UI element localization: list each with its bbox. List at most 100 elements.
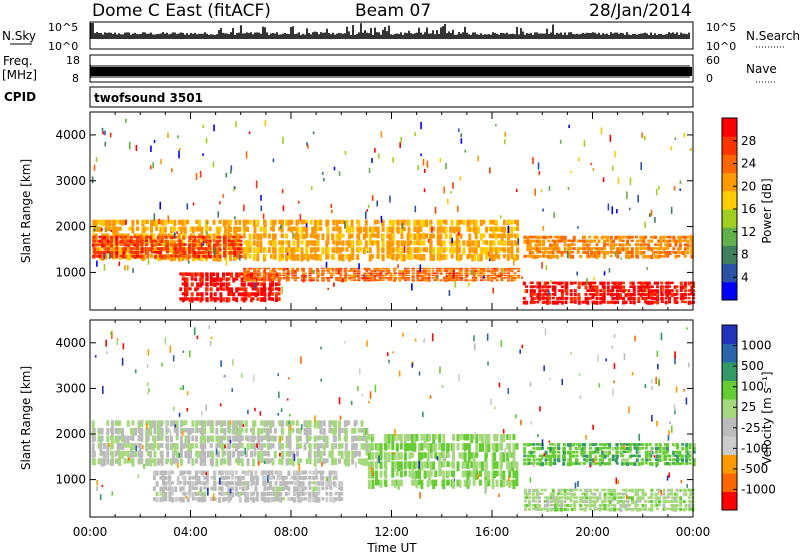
velocity-cell: [330, 458, 334, 466]
power-cell: [517, 274, 521, 277]
velocity-cell: [650, 492, 654, 496]
power-cell: [225, 287, 229, 291]
power-cell: [578, 157, 580, 162]
velocity-cell: [281, 497, 285, 501]
power-cell: [588, 296, 592, 300]
power-cell: [668, 296, 672, 301]
power-cell: [579, 239, 583, 243]
velocity-cell: [169, 458, 173, 466]
velocity-cell: [463, 470, 467, 478]
cpid-value: twofsound 3501: [94, 91, 203, 105]
velocity-cell: [530, 462, 534, 465]
power-cell: [534, 243, 538, 248]
velocity-cell: [429, 470, 433, 477]
power-cell: [216, 239, 220, 244]
power-cell: [296, 240, 300, 248]
power-cell: [507, 233, 511, 240]
power-cell: [256, 297, 260, 301]
power-cell: [171, 240, 175, 246]
velocity-cell: [325, 481, 329, 487]
power-cell: [337, 279, 341, 281]
power-cell: [326, 219, 330, 226]
power-cell: [473, 226, 477, 234]
velocity-cell: [535, 496, 539, 499]
power-cell: [278, 277, 282, 280]
power-cell: [472, 274, 476, 277]
velocity-cell: [197, 475, 201, 482]
power-cell: [686, 239, 690, 244]
velocity-cell: [236, 435, 240, 442]
velocity-cell: [210, 475, 214, 480]
velocity-cell: [579, 503, 583, 508]
power-cell: [534, 247, 538, 252]
power-cell: [474, 270, 478, 273]
velocity-cell: [427, 434, 431, 441]
power-cell: [321, 277, 325, 279]
velocity-cell: [610, 488, 614, 493]
power-cell: [411, 274, 415, 277]
power-colorbar-swatch: [722, 245, 737, 265]
power-cell: [650, 289, 654, 294]
power-cell: [150, 247, 154, 251]
power-cell: [349, 274, 353, 277]
velocity-cell: [621, 496, 625, 499]
power-cell: [247, 279, 251, 282]
power-cell: [680, 296, 684, 301]
power-cell: [282, 270, 286, 272]
power-cell: [577, 293, 581, 297]
power-cell: [256, 247, 260, 255]
power-cell: [563, 247, 567, 252]
power-cell: [316, 226, 320, 232]
velocity-cell: [334, 491, 338, 496]
power-cell: [267, 272, 271, 274]
velocity-cell: [480, 461, 484, 472]
power-cell: [122, 247, 126, 251]
power-cell: [422, 158, 425, 166]
velocity-cell: [636, 507, 640, 512]
velocity-cell: [399, 479, 403, 487]
velocity-cell: [298, 481, 302, 487]
velocity-cell: [403, 470, 407, 477]
power-cell: [627, 289, 631, 293]
power-cell: [586, 247, 590, 251]
power-cell: [659, 235, 663, 240]
power-cell: [282, 272, 286, 275]
velocity-cell: [351, 458, 355, 465]
power-cell: [477, 254, 481, 262]
power-cell: [593, 254, 597, 259]
power-cell: [406, 233, 410, 241]
velocity-cell: [508, 479, 512, 488]
velocity-cell: [337, 427, 341, 436]
velocity-cell: [399, 443, 403, 450]
velocity-cell: [616, 500, 620, 505]
velocity-cell: [184, 427, 188, 433]
power-cell: [303, 274, 307, 278]
power-cell: [190, 292, 194, 297]
velocity-cell: [308, 427, 312, 436]
velocity-cell: [500, 434, 504, 443]
power-cell: [140, 247, 144, 251]
power-cell: [588, 285, 592, 289]
velocity-cell: [525, 496, 529, 499]
power-cell: [269, 277, 273, 280]
power-cell: [629, 281, 633, 285]
power-cell: [251, 282, 255, 288]
velocity-cell: [196, 427, 200, 433]
power-cell: [351, 247, 355, 255]
power-cell: [495, 277, 499, 279]
velocity-cell: [531, 492, 535, 496]
power-cell: [534, 188, 536, 196]
velocity-cell: [581, 500, 585, 504]
velocity-cell: [523, 462, 527, 466]
velocity-cell: [650, 507, 654, 511]
velocity-cell: [491, 461, 495, 470]
velocity-cell: [203, 450, 207, 459]
power-cell: [557, 235, 561, 240]
power-cell: [429, 233, 433, 239]
velocity-cell: [238, 443, 242, 448]
power-cell: [177, 135, 179, 139]
velocity-cell: [344, 435, 348, 442]
power-cell: [296, 254, 300, 261]
power-cell: [192, 251, 196, 255]
velocity-cell: [671, 496, 675, 500]
